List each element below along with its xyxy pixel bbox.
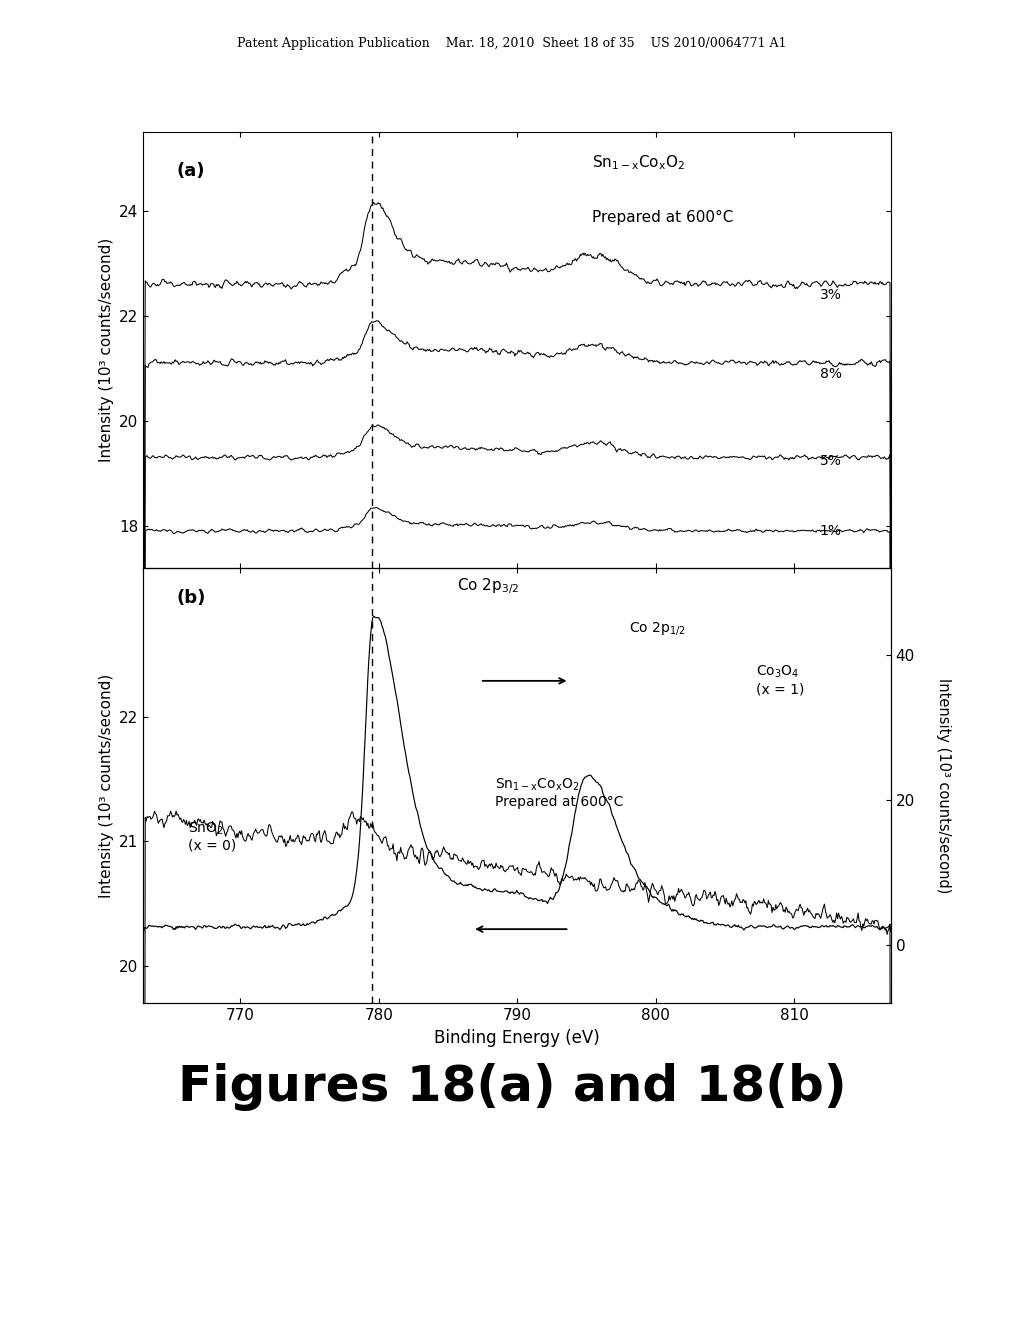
Text: Co$_3$O$_4$
(x = 1): Co$_3$O$_4$ (x = 1): [757, 664, 805, 696]
Text: 8%: 8%: [820, 367, 842, 380]
Text: Prepared at 600°C: Prepared at 600°C: [592, 210, 733, 226]
Y-axis label: Intensity (10³ counts/second): Intensity (10³ counts/second): [936, 677, 951, 894]
Text: 1%: 1%: [820, 524, 842, 537]
Text: $\mathrm{Sn_{1-x}Co_xO_2}$: $\mathrm{Sn_{1-x}Co_xO_2}$: [592, 153, 685, 173]
Text: 5%: 5%: [820, 454, 842, 467]
Y-axis label: Intensity (10³ counts/second): Intensity (10³ counts/second): [98, 673, 114, 898]
Text: (b): (b): [177, 589, 207, 607]
Text: Figures 18(a) and 18(b): Figures 18(a) and 18(b): [178, 1063, 846, 1110]
Text: Patent Application Publication    Mar. 18, 2010  Sheet 18 of 35    US 2010/00647: Patent Application Publication Mar. 18, …: [238, 37, 786, 50]
Text: SnO$_2$
(x = 0): SnO$_2$ (x = 0): [188, 820, 237, 853]
Text: 3%: 3%: [820, 288, 842, 302]
Text: Co 2p$_{3/2}$: Co 2p$_{3/2}$: [458, 577, 519, 597]
Y-axis label: Intensity (10³ counts/second): Intensity (10³ counts/second): [98, 238, 114, 462]
X-axis label: Binding Energy (eV): Binding Energy (eV): [434, 1028, 600, 1047]
Text: $\mathrm{Sn_{1-x}Co_xO_2}$
Prepared at 600°C: $\mathrm{Sn_{1-x}Co_xO_2}$ Prepared at 6…: [495, 776, 624, 809]
Text: Co 2p$_{1/2}$: Co 2p$_{1/2}$: [629, 620, 686, 636]
Text: (a): (a): [177, 162, 206, 181]
